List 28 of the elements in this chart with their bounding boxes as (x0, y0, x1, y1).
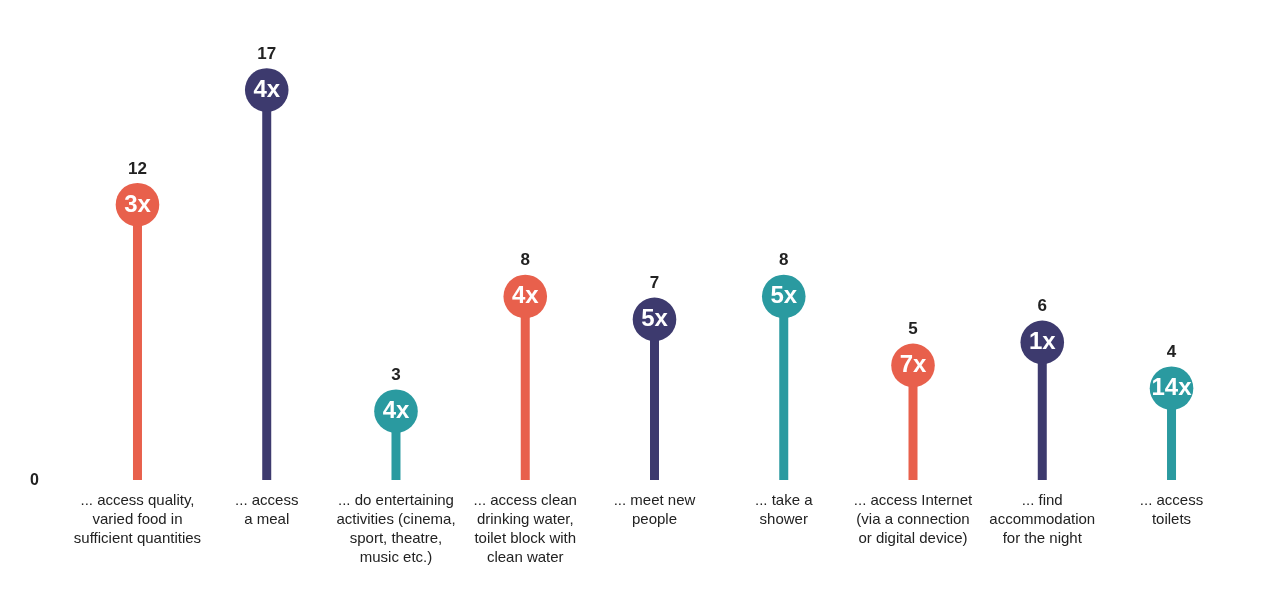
annotation: 5x (641, 304, 669, 332)
annotation: 14x (1151, 373, 1193, 401)
x-tick-label: ... access a meal (235, 490, 299, 527)
data-label: 4 (1166, 342, 1177, 362)
annotation: 3x (124, 189, 152, 217)
x-tick-label: ... take a shower (754, 490, 814, 527)
x-tick-label: ... access quality, varied food in sufficient quantities (73, 490, 202, 546)
annotation: 4x (382, 396, 410, 424)
x-tick-label: ... do entertaining activities (cinema, sport, theatre, music etc.) (336, 490, 456, 565)
data-label: 12 (128, 158, 147, 178)
data-label: 6 (1037, 296, 1047, 316)
x-tick-label: ... access Internet (via a connection or digital device) (853, 490, 974, 546)
annotation: 5x (770, 281, 798, 309)
data-label: 7 (649, 273, 660, 293)
text: 0 (30, 471, 40, 488)
data-label: 17 (257, 44, 277, 63)
annotation: 4x (511, 281, 540, 309)
annotation: 4x (253, 75, 281, 102)
data-label: 8 (779, 250, 789, 270)
x-tick-label: ... meet new people (613, 490, 696, 527)
x-tick-label: ... access toilets (1139, 490, 1204, 527)
data-label: 3 (391, 365, 401, 385)
data-label: 8 (520, 250, 530, 270)
x-tick-label: ... find accommodation for the night (989, 490, 1096, 546)
annotation: 1x (1028, 327, 1057, 355)
annotation: 7x (899, 350, 928, 378)
data-label: 5 (908, 319, 918, 339)
x-tick-label: ... access clean drinking water, toilet block with clean water (473, 490, 577, 565)
